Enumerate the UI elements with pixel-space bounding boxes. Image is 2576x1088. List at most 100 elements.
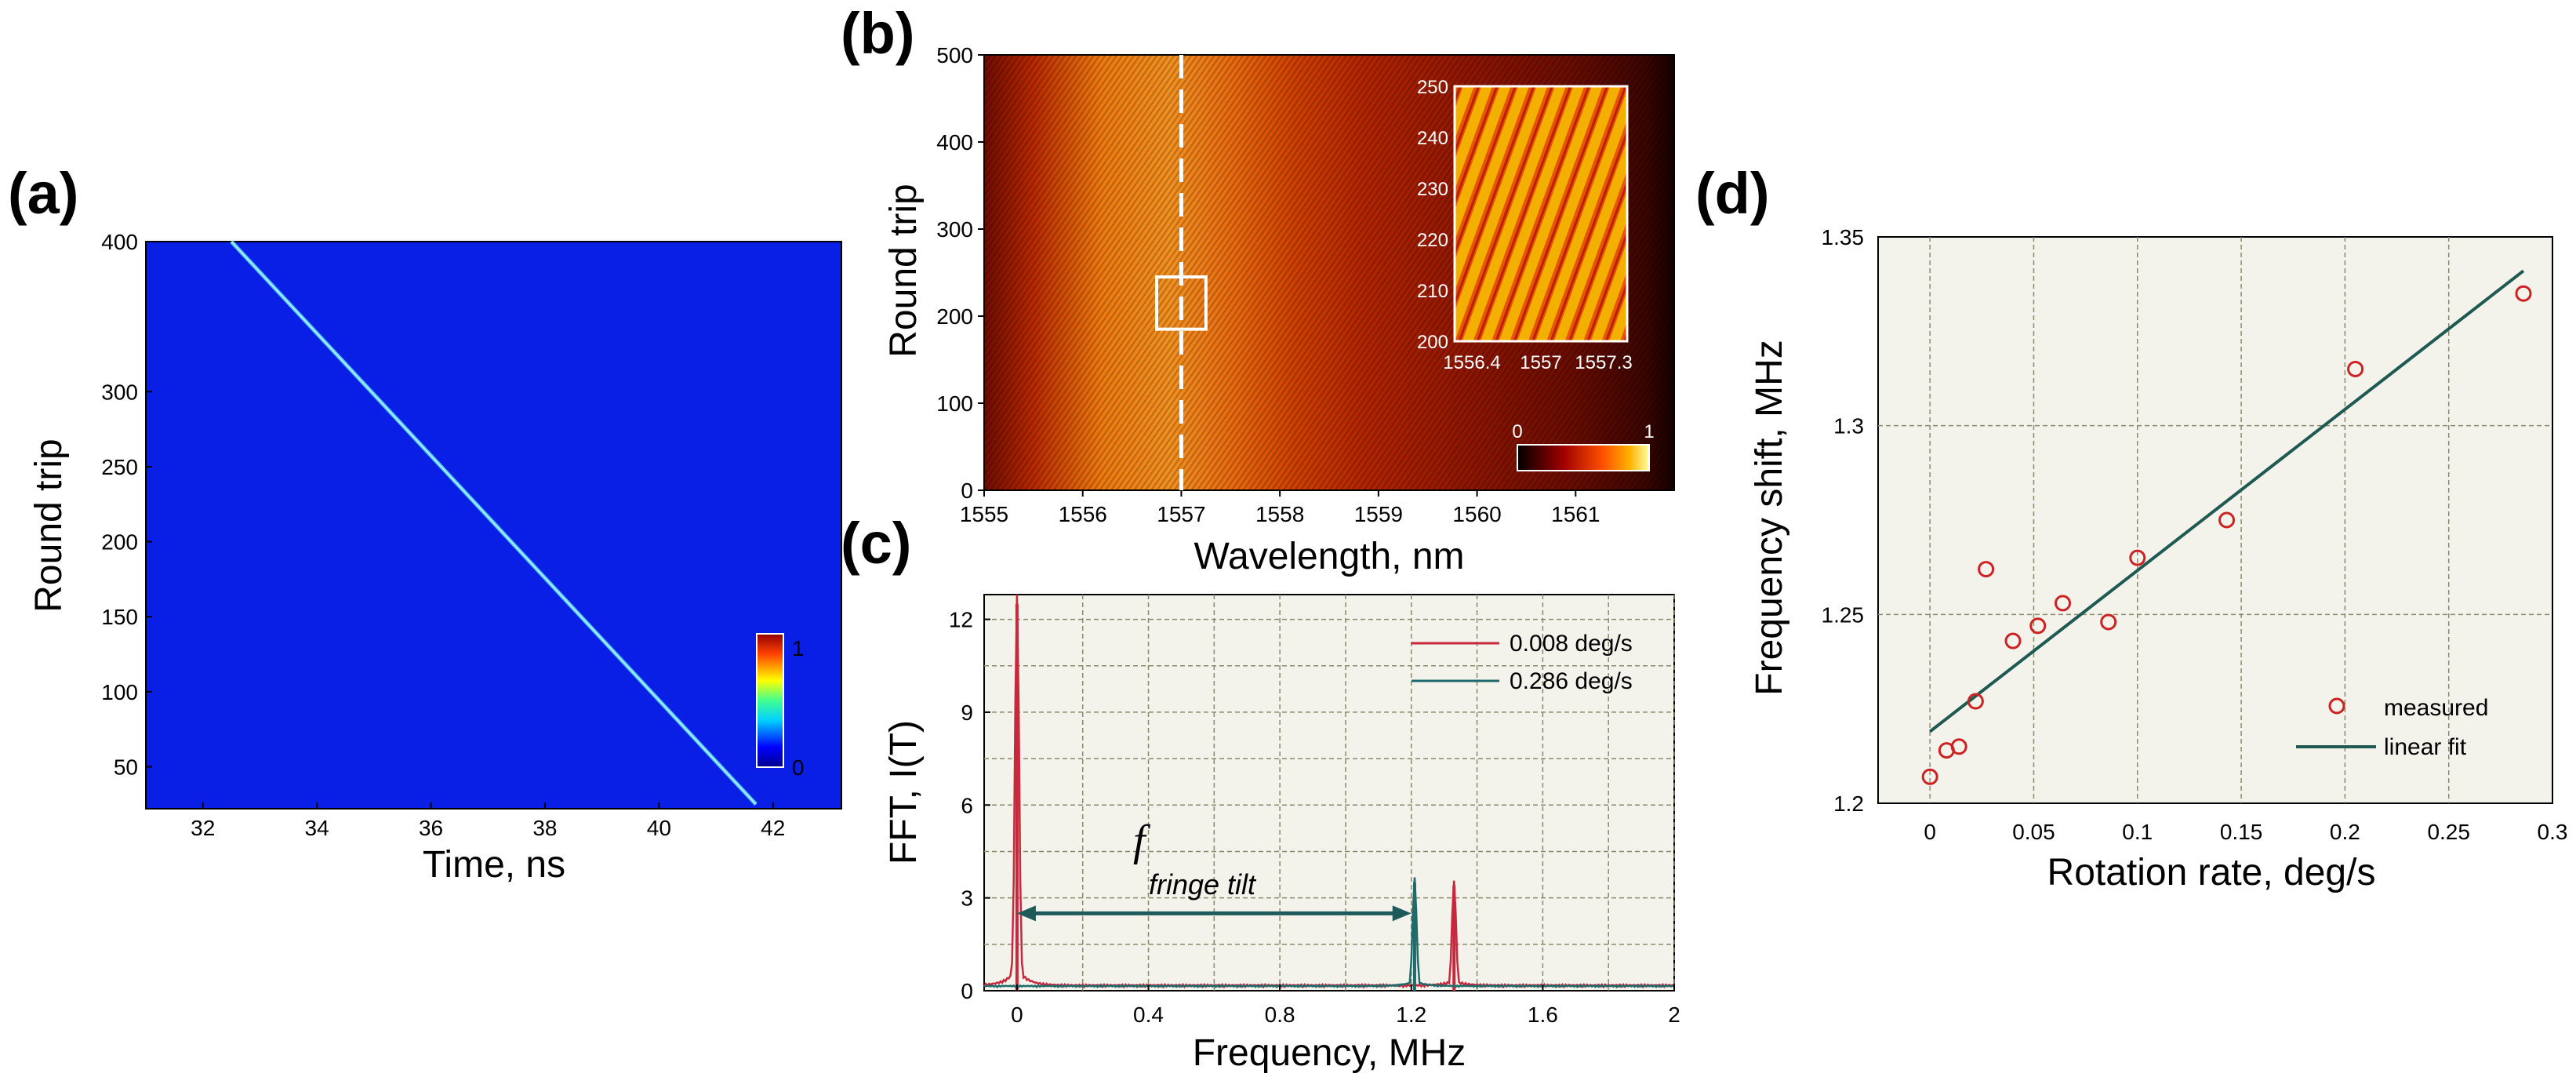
panel-b-inset-xtick-label: 1557 (1520, 352, 1561, 373)
panel-b-inset-ytick-label: 250 (1417, 77, 1448, 98)
panel-d-data-point (2347, 360, 2364, 377)
panel-c-xtick-label: 1.2 (1396, 1002, 1426, 1027)
panel-c-ytick-label: 3 (961, 886, 973, 911)
panel-a-ytick-label: 250 (101, 455, 138, 479)
panel-b-xtick-label: 1561 (1551, 502, 1600, 526)
panel-a-xtick-label: 32 (191, 816, 215, 840)
panel-d-xtick-label: 0.25 (2427, 820, 2470, 844)
panel-c-legend: 0.008 deg/s 0.286 deg/s (1412, 631, 1633, 694)
panel-d-data-point (2129, 549, 2146, 566)
panel-b-ytick-label: 0 (961, 479, 973, 503)
panel-b-xtick-label: 1559 (1354, 502, 1403, 526)
panel-a-ylabel: Round trip (28, 438, 70, 612)
panel-d-data-point (1978, 561, 1995, 578)
panel-b-xtick-label: 1556 (1059, 502, 1107, 526)
panel-b-inset-xtick-label: 1557.3 (1575, 352, 1632, 373)
panel-b-ytick-label: 200 (936, 304, 973, 329)
panel-d-data-point (1921, 768, 1938, 785)
panel-a-xtick-label: 40 (647, 816, 671, 840)
panel-b-colorbar-min: 0 (1512, 421, 1522, 442)
panel-b-inset-xtick-label: 1556.4 (1443, 352, 1500, 373)
panel-b-inset-ytick-label: 200 (1417, 332, 1448, 353)
panel-d-xtick-label: 0.2 (2330, 820, 2360, 844)
panel-d-ylabel: Frequency shift, MHz (1749, 340, 1790, 695)
panel-d-linear-fit-line (1928, 269, 2525, 733)
panel-c-label: (c) (841, 511, 911, 576)
panel-a-ytick-label: 400 (101, 230, 138, 254)
panel-a-colorbar-min: 0 (792, 755, 805, 780)
panel-c-annotation-subscript: fringe tilt (1149, 868, 1257, 901)
panel-b-inset-ytick-label: 210 (1417, 281, 1448, 302)
panel-d-ytick-label: 1.25 (1822, 602, 1865, 627)
panel-d-legend-label-2: linear fit (2384, 734, 2467, 760)
panel-d-xtick-label: 0.3 (2538, 820, 2568, 844)
panel-d-xtick-label: 0 (1924, 820, 1936, 844)
panel-d-legend: measured linear fit (2296, 695, 2488, 760)
panel-d-data-point (2004, 632, 2022, 650)
panel-a-xlabel: Time, ns (423, 844, 565, 886)
panel-b-ylabel: Round trip (883, 184, 925, 357)
panel-d-data-point (2515, 285, 2532, 302)
panel-b-ytick-label: 500 (936, 43, 973, 67)
panel-d-xtick-label: 0.15 (2220, 820, 2263, 844)
panel-a: (a) 32 34 36 38 40 42 50 100 150 200 250 300 400 Ti… (8, 161, 842, 886)
panel-a-ytick-label: 300 (101, 380, 138, 404)
panel-d-ytick-label: 1.2 (1833, 791, 1864, 816)
panel-d-data-point (2055, 595, 2072, 612)
panel-c-xtick-label: 0.8 (1265, 1002, 1295, 1027)
panel-a-ytick-label: 100 (101, 680, 138, 704)
panel-b-xtick-label: 1557 (1157, 502, 1205, 526)
panel-d-data-point (1967, 693, 1984, 710)
panel-b-ytick-label: 100 (936, 391, 973, 416)
panel-a-ytick-label: 200 (101, 530, 138, 555)
panel-b-colorbar-max: 1 (1644, 421, 1654, 442)
panel-a-xtick-label: 42 (761, 816, 785, 840)
panel-b-ytick-label: 300 (936, 217, 973, 242)
panel-c-series-line-2 (983, 877, 1675, 988)
panel-b-frame (983, 54, 1675, 491)
panel-a-xtick-label: 36 (419, 816, 443, 840)
panel-a-ytick-label: 50 (114, 755, 138, 779)
panel-d-ytick-label: 1.35 (1822, 225, 1865, 249)
panel-c-arrowhead-left (1016, 905, 1036, 922)
panel-c-ytick-label: 6 (961, 793, 973, 817)
panel-c-ytick-label: 12 (949, 608, 973, 632)
panel-a-xtick-label: 38 (532, 816, 557, 840)
panel-d-plot-area (1877, 236, 2553, 804)
panel-d-xlabel: Rotation rate, deg/s (2047, 852, 2376, 893)
panel-c-xtick-label: 0.4 (1133, 1002, 1164, 1027)
panel-b-xtick-label: 1558 (1255, 502, 1304, 526)
panel-d-legend-marker (2328, 697, 2345, 715)
panel-b-xtick-label: 1555 (960, 502, 1008, 526)
panel-c-xtick-label: 0 (1011, 1002, 1023, 1027)
panel-d: (d) 0 0.05 0.1 0.15 0.2 0.25 0.3 1.2 1.25 1.3 1.3… (1695, 161, 2567, 893)
panel-d-xtick-label: 0.1 (2122, 820, 2153, 844)
panel-c-xlabel: Frequency, MHz (1193, 1032, 1466, 1074)
panel-b-zoom-box (1155, 275, 1208, 331)
panel-d-label: (d) (1695, 161, 1770, 226)
panel-a-colorbar (756, 633, 784, 768)
panel-d-xtick-label: 0.05 (2012, 820, 2055, 844)
panel-c-xtick-label: 2 (1668, 1002, 1680, 1027)
panel-c-arrowhead-right (1392, 905, 1412, 922)
panel-a-ytick-label: 150 (101, 605, 138, 629)
panel-a-colorbar-max: 1 (792, 636, 805, 660)
panel-d-data-point (2029, 617, 2047, 635)
panel-c-legend-label-1: 0.008 deg/s (1510, 631, 1633, 657)
panel-b-inset-ytick-label: 230 (1417, 179, 1448, 200)
panel-a-xtick-label: 34 (305, 816, 329, 840)
panel-b-colorbar (1517, 444, 1650, 471)
panel-b-inset (1453, 85, 1629, 343)
panel-c-plot-area (983, 594, 1675, 992)
panel-b-inset-ytick-label: 240 (1417, 128, 1448, 149)
panel-b-ytick-label: 400 (936, 130, 973, 155)
panel-d-data-point (2218, 511, 2236, 529)
panel-a-trace-line-core (231, 241, 757, 805)
panel-c-ylabel: FFT, I(T) (883, 720, 925, 864)
panel-a-label: (a) (8, 161, 78, 226)
panel-c-xtick-label: 1.6 (1528, 1002, 1558, 1027)
panel-d-data-point (2100, 613, 2117, 631)
panel-c-legend-label-2: 0.286 deg/s (1510, 668, 1633, 694)
